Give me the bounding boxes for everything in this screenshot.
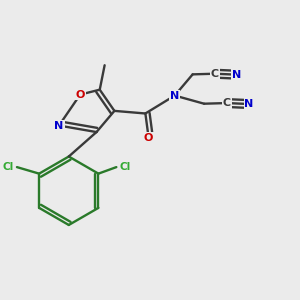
Text: N: N [170, 91, 179, 100]
Text: O: O [76, 90, 85, 100]
Text: N: N [54, 121, 64, 130]
Text: O: O [144, 133, 153, 143]
Text: N: N [232, 70, 242, 80]
Text: C: C [211, 69, 219, 79]
Text: N: N [244, 99, 254, 109]
Text: C: C [223, 98, 231, 108]
Text: Cl: Cl [120, 162, 131, 172]
Text: Cl: Cl [2, 162, 14, 172]
